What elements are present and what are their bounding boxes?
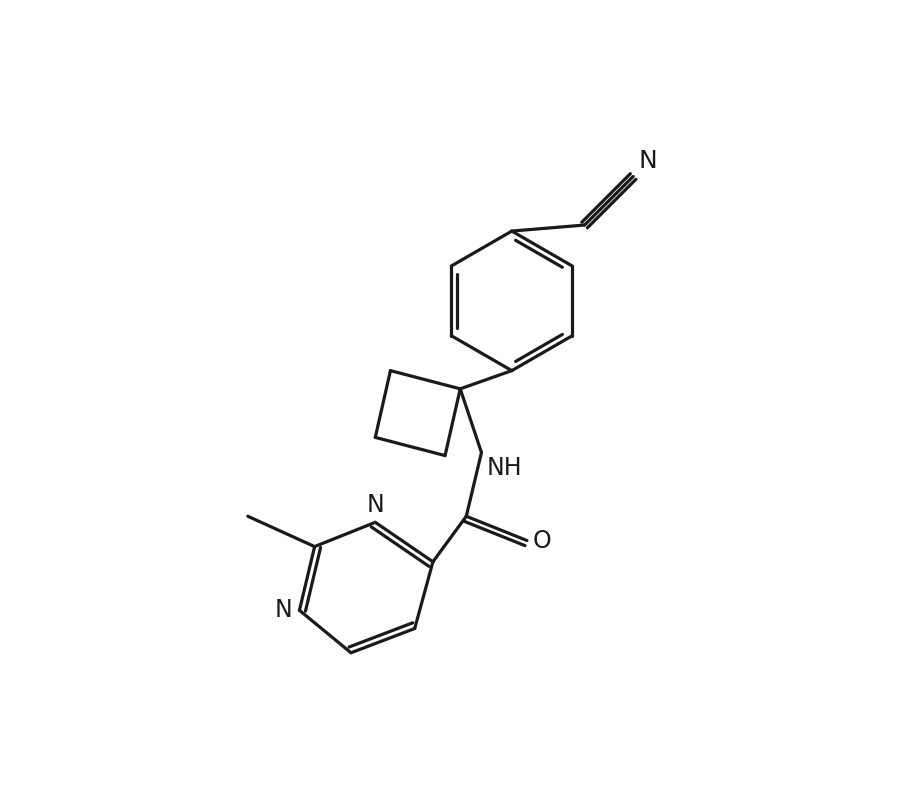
Text: NH: NH	[487, 455, 522, 480]
Text: N: N	[638, 150, 656, 173]
Text: N: N	[275, 598, 292, 623]
Text: N: N	[366, 493, 384, 518]
Text: O: O	[533, 529, 551, 552]
